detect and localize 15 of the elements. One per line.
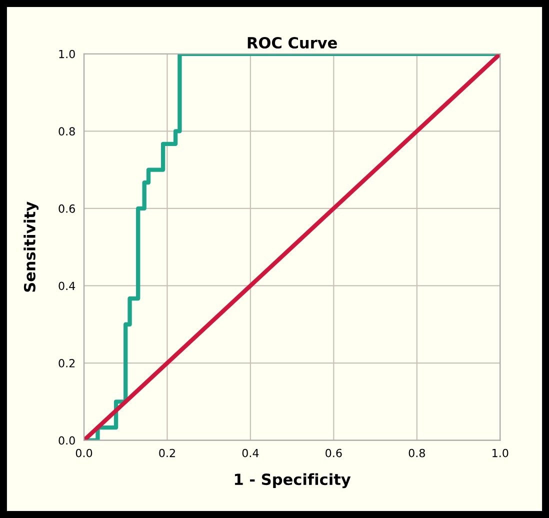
x-tick-label: 0.0 — [76, 448, 92, 458]
y-tick-label: 0.2 — [58, 358, 75, 368]
y-tick-label: 1.0 — [59, 50, 75, 58]
x-axis-title: 1 - Specificity — [234, 473, 351, 488]
x-tick-label: 0.2 — [159, 448, 175, 458]
x-tick-label: 0.4 — [242, 448, 259, 458]
y-axis-title: Sensitivity — [24, 202, 39, 292]
x-tick-label: 1.0 — [492, 448, 508, 458]
x-tick-label: 0.8 — [408, 448, 425, 458]
x-tick-label: 0.6 — [326, 448, 342, 458]
y-tick-label: 0.4 — [58, 282, 76, 290]
chart-title: ROC Curve — [248, 36, 337, 49]
y-tick-label: 0.6 — [58, 204, 75, 213]
y-tick-label: 0.8 — [58, 127, 75, 136]
y-tick-label: 0.0 — [58, 436, 75, 445]
